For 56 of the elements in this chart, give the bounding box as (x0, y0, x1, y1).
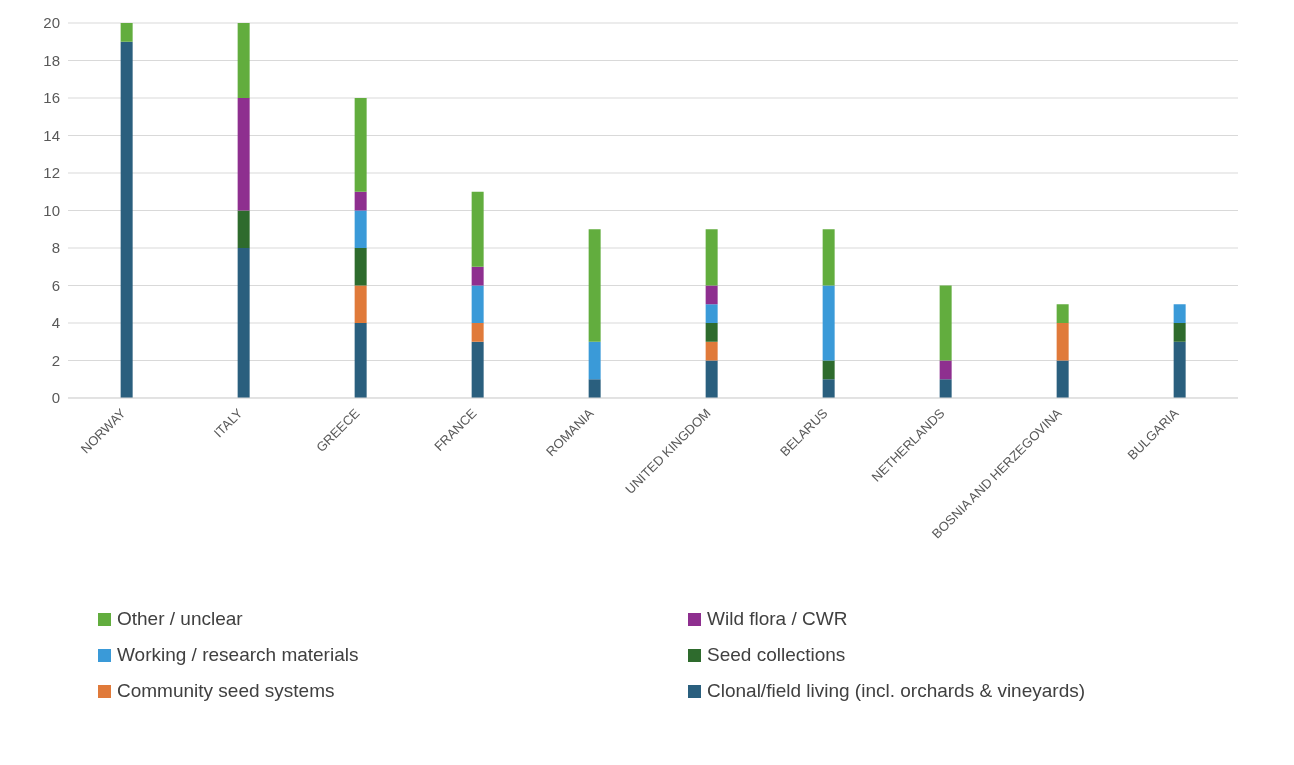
y-tick-label: 12 (43, 164, 60, 182)
bar (705, 341, 718, 361)
bar (939, 285, 952, 361)
y-tick-label: 0 (51, 389, 60, 407)
y-tick-label: 20 (43, 14, 60, 32)
bar (939, 379, 952, 398)
legend-label: Wild flora / CWR (707, 608, 848, 630)
bar (354, 323, 367, 398)
bar (237, 98, 250, 211)
bar (354, 248, 367, 286)
bar (1056, 360, 1069, 398)
y-tick-label: 18 (43, 51, 60, 69)
bar (1173, 323, 1186, 342)
y-tick-label: 10 (43, 201, 60, 219)
bar (822, 360, 835, 380)
bar (1056, 323, 1069, 361)
legend-label: Other / unclear (117, 608, 243, 630)
bar (1173, 304, 1186, 323)
y-tick-label: 4 (51, 314, 60, 332)
bar (354, 210, 367, 248)
bar (354, 285, 367, 323)
bar (705, 304, 718, 323)
bar (822, 229, 835, 286)
bar (705, 360, 718, 398)
bar (471, 323, 484, 342)
bar (1056, 304, 1069, 323)
bar (471, 266, 484, 286)
bar (939, 360, 952, 380)
bar (354, 98, 367, 192)
y-tick-label: 16 (43, 89, 60, 107)
bar (237, 23, 250, 98)
bar (237, 210, 250, 248)
bar (471, 285, 484, 323)
bar (471, 191, 484, 267)
legend-label: Working / research materials (117, 644, 359, 666)
legend-label: Seed collections (707, 644, 846, 666)
bar (822, 285, 835, 361)
bar (588, 341, 601, 380)
bar (705, 323, 718, 342)
y-tick-label: 6 (51, 276, 60, 294)
y-tick-label: 2 (51, 351, 60, 369)
bar (1173, 341, 1186, 398)
bar (120, 23, 133, 42)
bar (237, 248, 250, 398)
legend-label: Community seed systems (117, 680, 335, 702)
bar (120, 41, 133, 398)
bar (705, 285, 718, 305)
bar (354, 191, 367, 211)
bar (588, 379, 601, 398)
bar (471, 341, 484, 398)
y-tick-label: 8 (51, 239, 60, 257)
bar (822, 379, 835, 398)
y-tick-label: 14 (43, 126, 60, 144)
legend-label: Clonal/field living (incl. orchards & vineyards) (707, 680, 1086, 702)
bar (705, 229, 718, 286)
bar (588, 229, 601, 342)
